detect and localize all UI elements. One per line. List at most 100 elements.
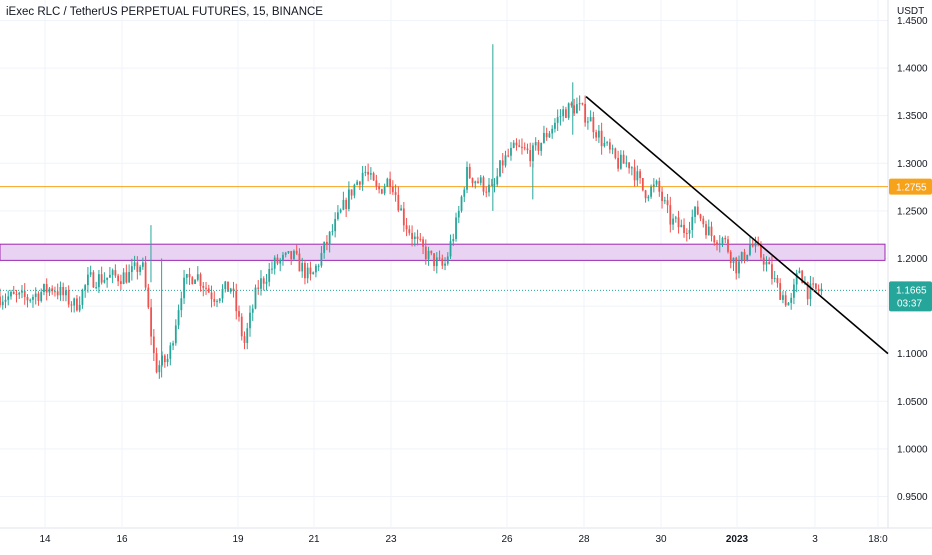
candle-body (655, 181, 658, 185)
candle-body (721, 237, 724, 244)
candle-body (801, 270, 804, 284)
y-tick-label: 1.3000 (897, 159, 928, 170)
candle-body (15, 293, 18, 295)
candle-body (779, 283, 782, 300)
candle-body (622, 154, 625, 164)
candle-body (383, 186, 386, 194)
candle-body (680, 224, 683, 228)
candle-body (389, 178, 391, 187)
candle-body (424, 246, 427, 260)
candle-body (243, 336, 246, 343)
candle-body (45, 284, 48, 293)
candle-body (386, 178, 389, 187)
candle-body (397, 194, 400, 211)
candle-body (633, 167, 636, 181)
candle-body (163, 355, 166, 363)
candle-body (224, 281, 227, 289)
candle-body (130, 266, 133, 273)
candle-body (232, 288, 235, 292)
candle-body (586, 121, 589, 123)
candle-body (103, 279, 106, 283)
candle-body (735, 257, 738, 274)
y-tick-label: 1.2500 (897, 206, 928, 217)
candle-body (221, 288, 224, 299)
trend-line[interactable] (585, 96, 889, 355)
x-tick-label: 21 (308, 534, 320, 545)
candle-body (743, 252, 746, 261)
x-tick-label: 16 (116, 534, 128, 545)
candle-body (677, 217, 680, 228)
candle-body (699, 214, 702, 219)
candle-body (174, 325, 177, 344)
candle-body (551, 128, 554, 134)
candle-body (460, 196, 463, 211)
candle-body (51, 288, 54, 292)
candle-body (578, 103, 581, 105)
candle-body (696, 206, 699, 215)
candle-body (89, 272, 92, 275)
last-price-text: 1.1665 (896, 285, 927, 296)
candle-body (312, 272, 315, 275)
candle-body (537, 142, 540, 151)
candle-body (754, 242, 757, 247)
candle-body (595, 132, 598, 138)
candle-body (238, 311, 240, 317)
candle-body (815, 283, 817, 289)
candle-body (65, 290, 67, 296)
candle-body (342, 199, 345, 210)
candle-body (40, 292, 43, 301)
candle-body (205, 287, 207, 289)
candle-body (545, 133, 548, 138)
candle-body (235, 291, 238, 312)
candle-body (276, 257, 279, 264)
candle-body (21, 290, 23, 293)
candle-body (534, 142, 537, 146)
candle-body (43, 284, 45, 293)
candle-body (661, 191, 663, 202)
candle-body (760, 245, 762, 258)
candle-body (529, 150, 532, 162)
candle-body (548, 133, 551, 138)
candle-body (364, 171, 367, 173)
candle-body (718, 243, 721, 245)
candle-body (210, 292, 213, 300)
candle-body (7, 296, 10, 300)
candle-body (287, 251, 290, 253)
candle-body (581, 103, 584, 105)
x-tick-label: 19 (232, 534, 244, 545)
candle-body (795, 273, 798, 285)
candle-body (540, 142, 543, 151)
candle-body (180, 298, 183, 311)
candle-body (73, 298, 76, 306)
candle-body (691, 216, 694, 231)
candle-body (482, 177, 485, 192)
candle-body (782, 295, 784, 300)
candle-body (710, 226, 713, 237)
candle-body (705, 224, 707, 236)
candle-body (438, 257, 441, 259)
candle-body (493, 184, 496, 186)
candle-body (776, 278, 779, 284)
candle-body (751, 244, 754, 247)
candle-body (496, 176, 499, 185)
candle-body (773, 278, 776, 280)
candle-body (84, 285, 87, 290)
x-tick-label: 26 (501, 534, 513, 545)
candle-body (218, 298, 221, 301)
candle-body (254, 287, 257, 309)
candle-body (650, 186, 652, 197)
candle-body (26, 296, 29, 301)
candle-body (136, 262, 139, 272)
candle-body (463, 189, 466, 197)
candle-body (293, 250, 295, 260)
x-tick-label: 3 (812, 534, 818, 545)
candle-body (158, 365, 161, 373)
candle-body (507, 155, 510, 157)
candle-body (32, 296, 34, 300)
candle-body (592, 117, 595, 133)
y-tick-label: 1.0500 (897, 397, 928, 408)
candle-body (518, 145, 521, 147)
candle-body (358, 181, 361, 185)
